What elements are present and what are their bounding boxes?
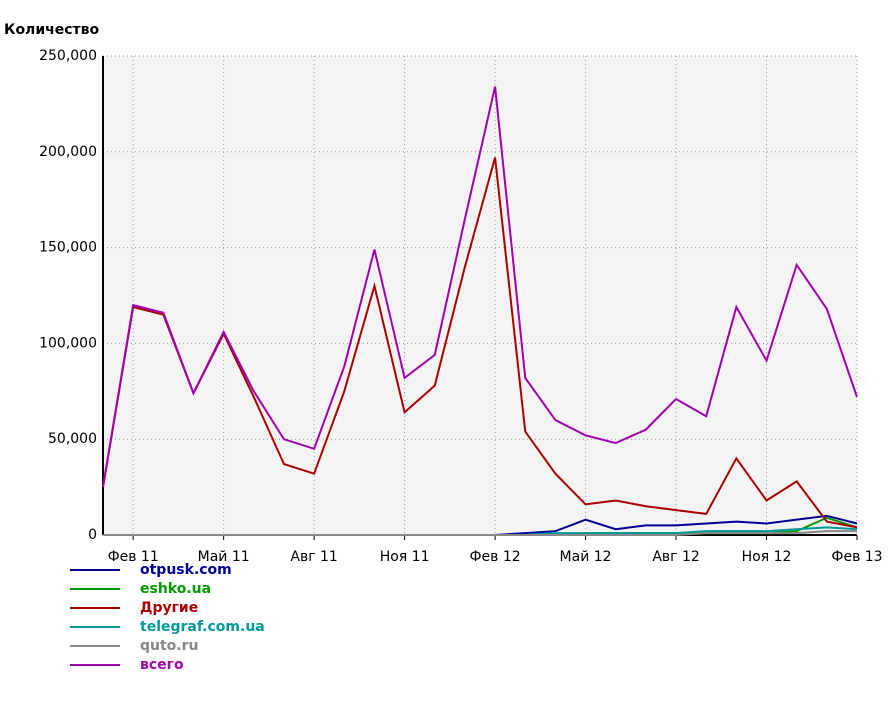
legend-label: telegraf.com.ua xyxy=(140,619,265,635)
x-tick-label: Фев 11 xyxy=(108,549,159,565)
legend-label: eshko.ua xyxy=(140,581,211,597)
y-tick-label: 50,000 xyxy=(48,431,97,447)
y-tick-label: 200,000 xyxy=(39,144,97,160)
series-line xyxy=(102,86,858,488)
legend-label: Другие xyxy=(140,600,198,616)
y-axis-title: Количество xyxy=(4,22,100,38)
x-tick-label: Май 11 xyxy=(198,549,250,565)
plot-area xyxy=(103,56,857,535)
x-tick-label: Май 12 xyxy=(560,549,612,565)
x-tick-label: Ноя 12 xyxy=(742,549,792,565)
legend-label: otpusk.com xyxy=(140,562,232,578)
y-tick-label: 100,000 xyxy=(39,335,97,351)
y-tick-label: 250,000 xyxy=(39,48,97,64)
series-line xyxy=(103,530,857,536)
y-tick-label: 0 xyxy=(88,527,97,543)
y-tick-label: 150,000 xyxy=(39,240,97,256)
series-line xyxy=(102,157,858,529)
x-tick-label: Авг 12 xyxy=(652,549,699,565)
x-tick-label: Фев 12 xyxy=(469,549,520,565)
x-tick-label: Ноя 11 xyxy=(380,549,430,565)
x-tick-label: Авг 11 xyxy=(290,549,337,565)
x-tick-label: Фев 13 xyxy=(831,549,882,565)
legend-label: quto.ru xyxy=(140,638,199,654)
legend-label: всего xyxy=(140,657,184,673)
